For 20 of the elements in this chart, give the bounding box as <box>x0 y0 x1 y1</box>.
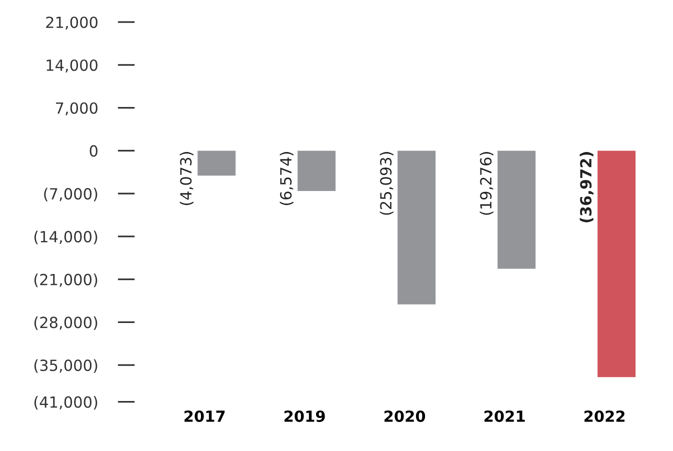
data-label: (25,093) <box>380 152 394 215</box>
x-tick-label: 2019 <box>284 410 325 422</box>
x-tick-label: 2021 <box>484 410 525 422</box>
y-tick-label: 21,000 <box>46 16 98 30</box>
x-tick-label: 2017 <box>184 410 225 422</box>
y-tick-label: (41,000) <box>34 396 98 410</box>
x-tick-label: 2020 <box>384 410 426 422</box>
y-tick-label: (28,000) <box>34 316 98 330</box>
data-label: (4,073) <box>180 152 194 206</box>
y-tick-label: 0 <box>90 145 98 157</box>
y-tick-label: (14,000) <box>34 230 98 244</box>
data-label: (6,574) <box>280 152 294 206</box>
data-label: (36,972) <box>580 152 594 222</box>
y-tick-label: (7,000) <box>44 188 98 202</box>
y-tick-label: 14,000 <box>46 59 98 73</box>
y-tick-label: (35,000) <box>34 359 98 373</box>
y-tick-label: (21,000) <box>34 274 98 288</box>
x-tick-label: 2022 <box>584 410 624 422</box>
y-tick-label: 7,000 <box>56 102 98 116</box>
data-label: (19,276) <box>480 152 494 215</box>
